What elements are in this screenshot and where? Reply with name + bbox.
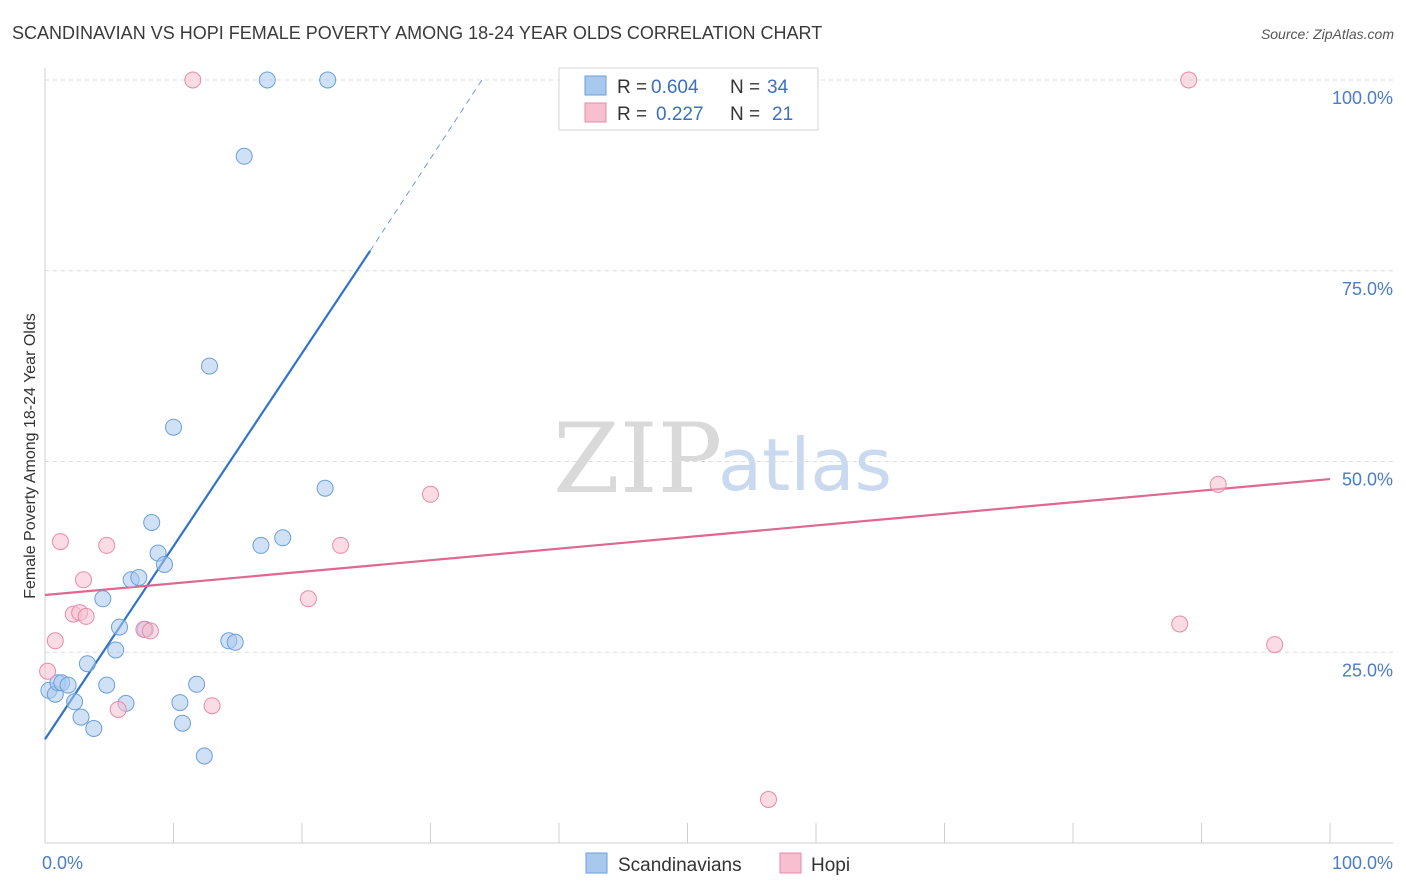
legend-n-label: N = (730, 104, 760, 125)
scandinavians-point (66, 693, 84, 711)
watermark-zip: ZIP (553, 403, 722, 515)
hopi-point (141, 622, 159, 640)
hopi-point (77, 607, 95, 625)
scandinavians-point (78, 655, 96, 673)
hopi-point (760, 791, 777, 808)
y-tick-label: 75.0% (1342, 279, 1393, 299)
scandinavians-point (235, 147, 253, 165)
scandinavians-point (130, 569, 148, 586)
y-tick-label: 100.0% (1332, 88, 1393, 108)
watermark-atlas: atlas (718, 423, 892, 507)
bottom-legend-label-hopi: Hopi (811, 855, 850, 876)
scandinavians-point (85, 720, 103, 737)
scandinavians-point (274, 529, 292, 547)
bottom-legend-label-scandinavians: Scandinavians (618, 855, 742, 876)
legend-r-value: 0.227 (656, 104, 704, 125)
hopi-point (98, 536, 116, 554)
scandinavians-trend-line (44, 250, 372, 740)
scandinavians-point (319, 71, 337, 89)
hopi-point (46, 632, 64, 650)
legend-n-label: N = (730, 77, 760, 98)
scandinavians-point (156, 556, 173, 573)
scandinavians-point (188, 675, 206, 693)
bottom-legend: Scandinavians Hopi (585, 852, 850, 876)
hopi-point (299, 590, 317, 608)
scandinavians-point (174, 714, 191, 732)
scandinavians-point (226, 633, 244, 651)
legend-r-label: R = (617, 104, 647, 125)
legend-n-value: 34 (767, 77, 789, 98)
legend-swatch-scandinavians (584, 75, 607, 96)
axes (44, 68, 1393, 844)
scandinavians-point (107, 641, 125, 659)
source-label: Source: ZipAtlas.com (1261, 26, 1394, 42)
y-tick-label: 25.0% (1342, 660, 1393, 680)
scandinavians-point (143, 514, 161, 531)
hopi-point (184, 71, 202, 89)
scandinavians-point (171, 694, 189, 712)
hopi-point (75, 571, 92, 589)
bottom-legend-swatch-scandinavians (585, 852, 608, 874)
hopi-point (1209, 475, 1227, 493)
legend-box: R = 0.604 N = 34 R = 0.227 N = 21 (558, 67, 819, 131)
hopi-point (1180, 71, 1198, 89)
legend-n-value: 21 (772, 104, 793, 125)
hopi-point (1266, 636, 1284, 654)
tick-labels: 25.0% 50.0% 75.0% 100.0% 0.0% 100.0% (42, 88, 1393, 873)
hopi-point (203, 697, 221, 715)
hopi-point (422, 485, 439, 503)
scandinavians-point (111, 618, 128, 636)
data-points (39, 71, 1284, 808)
hopi-point (39, 662, 57, 680)
bottom-legend-swatch-hopi (779, 852, 802, 874)
scandinavians-point (94, 590, 112, 608)
scandinavians-point (72, 708, 90, 726)
legend-r-value: 0.604 (651, 77, 699, 98)
hopi-point (51, 533, 69, 551)
x-tick-label: 100.0% (1332, 853, 1393, 873)
scandinavians-point (201, 357, 218, 375)
legend-r-label: R = (617, 77, 647, 98)
legend-swatch-hopi (584, 102, 607, 123)
hopi-point (1171, 615, 1189, 633)
x-tick-label: 0.0% (42, 853, 83, 873)
chart-title: SCANDINAVIAN VS HOPI FEMALE POVERTY AMON… (12, 23, 822, 43)
scandinavians-point (316, 479, 334, 497)
scandinavians-point (252, 536, 270, 554)
scandinavians-point (195, 747, 213, 765)
hopi-trend-line (44, 477, 1331, 597)
scandinavians-trend-extension (369, 79, 483, 252)
hopi-point (332, 536, 350, 554)
gridlines (45, 79, 1393, 653)
trend-lines (44, 79, 1331, 740)
y-axis-label: Female Poverty Among 18-24 Year Olds (22, 313, 39, 599)
hopi-point (109, 701, 127, 718)
scandinavians-point (165, 418, 182, 436)
scandinavians-point (59, 676, 77, 694)
scandinavians-point (258, 71, 276, 89)
y-tick-label: 50.0% (1342, 470, 1393, 490)
scandinavians-point (98, 676, 116, 694)
